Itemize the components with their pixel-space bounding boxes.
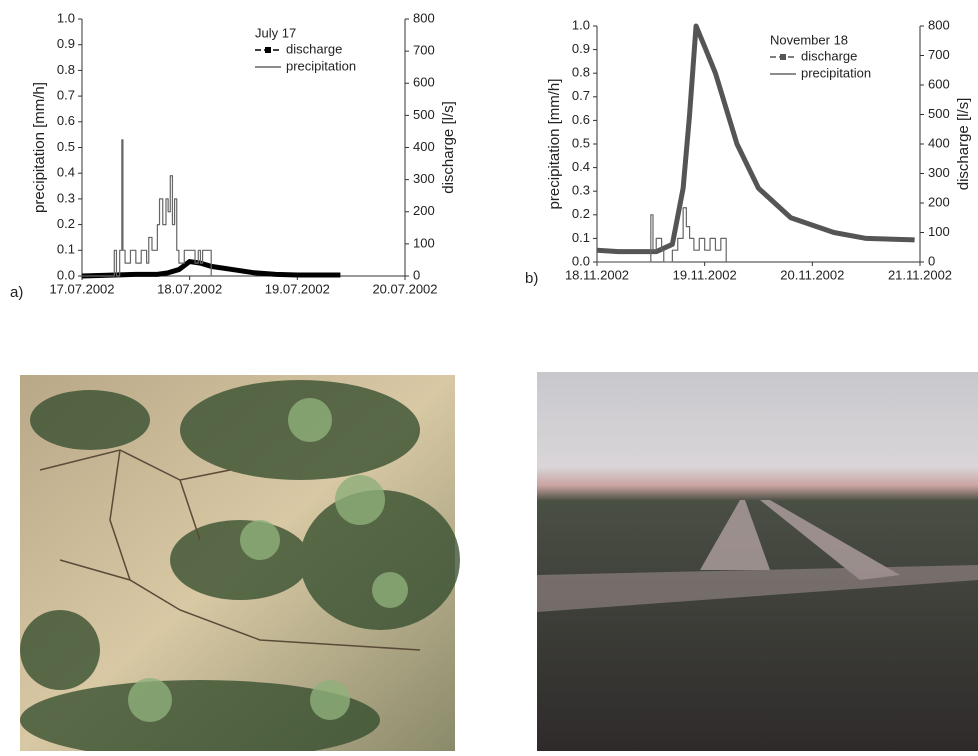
x-tick-label: 21.11.2002 <box>888 267 952 282</box>
y2-tick-label: 800 <box>928 17 950 32</box>
y2-tick-label: 600 <box>413 75 435 90</box>
y-tick-label: 0.8 <box>572 65 590 80</box>
y-tick-label: 0.9 <box>572 41 590 56</box>
y-tick-label: 0.7 <box>57 88 75 103</box>
y2-tick-label: 500 <box>413 107 435 122</box>
y-tick-label: 0.2 <box>572 206 590 221</box>
panel-label: b) <box>525 270 538 287</box>
photo-crop-soil <box>20 375 460 756</box>
y-tick-label: 0.8 <box>57 62 75 77</box>
y2-tick-label: 100 <box>928 224 950 239</box>
y2-tick-label: 0 <box>928 253 935 268</box>
y-tick-label: 0.0 <box>572 253 590 268</box>
y-tick-label: 0.5 <box>57 139 75 154</box>
y-tick-label: 0.1 <box>57 242 75 257</box>
y-axis-label: precipitation [mm/h] <box>31 82 48 213</box>
y-tick-label: 0.5 <box>572 135 590 150</box>
x-tick-label: 18.07.2002 <box>157 281 222 296</box>
y-tick-label: 0.9 <box>57 36 75 51</box>
y2-tick-label: 500 <box>928 106 950 121</box>
precipitation-line <box>597 207 727 263</box>
y-tick-label: 1.0 <box>57 10 75 25</box>
y-tick-label: 0.6 <box>572 112 590 127</box>
panel-label: a) <box>10 284 23 301</box>
y2-tick-label: 400 <box>413 139 435 154</box>
y2-axis-label: discharge [l/s] <box>955 98 972 191</box>
y2-tick-label: 300 <box>413 171 435 186</box>
y-tick-label: 0.3 <box>57 190 75 205</box>
legend-marker <box>265 47 271 53</box>
y-tick-label: 0.4 <box>572 159 590 174</box>
legend-label: precipitation <box>286 58 356 73</box>
y-tick-label: 0.7 <box>572 88 590 103</box>
legend-label: discharge <box>286 41 342 56</box>
y-tick-label: 1.0 <box>572 17 590 32</box>
discharge-line <box>596 23 915 255</box>
y2-axis-label: discharge [l/s] <box>440 101 457 194</box>
y2-tick-label: 200 <box>928 194 950 209</box>
x-tick-label: 20.11.2002 <box>780 267 844 282</box>
y-axis-label: precipitation [mm/h] <box>546 79 563 210</box>
y2-tick-label: 700 <box>413 43 435 58</box>
y-tick-label: 0.4 <box>57 165 75 180</box>
y2-tick-label: 100 <box>413 235 435 250</box>
y-tick-label: 0.0 <box>57 267 75 282</box>
y2-tick-label: 700 <box>928 47 950 62</box>
annotation: November 18 <box>770 32 848 47</box>
y-tick-label: 0.1 <box>572 230 590 245</box>
legend-marker <box>780 54 786 60</box>
y2-tick-label: 300 <box>928 165 950 180</box>
x-tick-label: 20.07.2002 <box>372 281 437 296</box>
legend-label: precipitation <box>801 65 871 80</box>
photo-field-runoff <box>537 372 978 751</box>
x-tick-label: 18.11.2002 <box>565 267 629 282</box>
y2-tick-label: 800 <box>413 10 435 25</box>
y2-tick-label: 0 <box>413 267 420 282</box>
x-tick-label: 19.07.2002 <box>265 281 330 296</box>
x-tick-label: 17.07.2002 <box>49 281 114 296</box>
y-tick-label: 0.2 <box>57 216 75 231</box>
y2-tick-label: 600 <box>928 76 950 91</box>
precipitation-line <box>82 139 212 277</box>
annotation: July 17 <box>255 25 296 40</box>
y2-tick-label: 400 <box>928 135 950 150</box>
y-tick-label: 0.6 <box>57 113 75 128</box>
y2-tick-label: 200 <box>413 203 435 218</box>
y-tick-label: 0.3 <box>572 183 590 198</box>
x-tick-label: 19.11.2002 <box>673 267 737 282</box>
legend-label: discharge <box>801 48 857 63</box>
